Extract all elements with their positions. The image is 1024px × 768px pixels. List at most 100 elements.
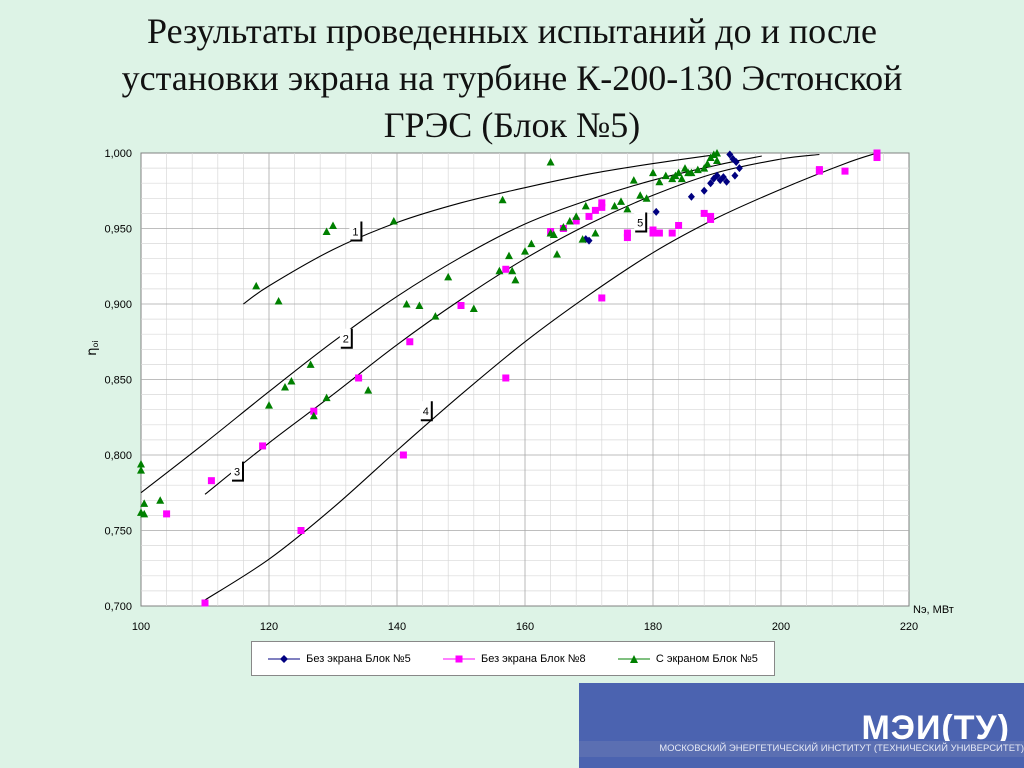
data-point-block5-with-screen <box>549 230 558 239</box>
data-point-block8 <box>873 154 881 162</box>
data-point-block5-with-screen <box>677 174 686 183</box>
data-point-block5-with-screen <box>402 300 411 308</box>
data-point-block5-with-screen <box>629 176 638 184</box>
y-tick-label: 0,900 <box>104 299 132 311</box>
data-point-block5-with-screen <box>329 221 337 229</box>
x-axis-label: Nэ, МВт <box>913 604 954 616</box>
fit-curve-3 <box>204 153 820 495</box>
data-point-block5-with-screen <box>431 312 440 320</box>
data-point-block8 <box>355 374 363 382</box>
x-tick-label: 120 <box>260 621 278 633</box>
x-tick-label: 160 <box>516 621 534 633</box>
data-point-block5-no-screen <box>707 179 715 188</box>
curve-label-text: 1 <box>352 227 358 239</box>
data-point-block5-with-screen <box>581 201 590 210</box>
data-point-block5-with-screen <box>546 158 555 166</box>
curve-label-text: 5 <box>637 217 643 229</box>
data-point-block5-with-screen <box>252 281 261 290</box>
data-point-block8 <box>623 234 631 242</box>
data-point-block5-no-screen <box>723 177 731 186</box>
data-point-block5-with-screen <box>661 171 670 180</box>
fit-curve-1 <box>243 153 718 305</box>
data-point-block5-with-screen <box>498 195 507 204</box>
curve-label-box <box>231 461 243 481</box>
data-point-block5-no-screen <box>735 164 743 173</box>
curve-label-4: 4 <box>419 401 433 422</box>
y-tick-label: 0,750 <box>104 526 132 538</box>
data-point-block5-no-screen <box>731 171 739 180</box>
data-point-block5-with-screen <box>713 149 721 157</box>
data-point-block8 <box>297 527 305 534</box>
data-point-block5-with-screen <box>156 496 165 504</box>
data-point-block5-with-screen <box>389 216 398 225</box>
y-tick-label: 1,000 <box>104 148 132 160</box>
data-point-block5-with-screen <box>137 460 145 468</box>
data-point-block8 <box>598 294 606 302</box>
data-point-block5-with-screen <box>591 229 600 237</box>
curve-labels: 1 2 3 4 5 <box>231 212 648 482</box>
legend-label: Без экрана Блок №5 <box>306 652 411 665</box>
fit-curve-4 <box>204 152 878 601</box>
data-point-block8 <box>707 212 715 220</box>
data-point-block5-with-screen <box>511 275 520 284</box>
data-point-block5-with-screen <box>322 227 331 236</box>
data-point-block8 <box>502 265 510 273</box>
data-point-block5-no-screen <box>713 171 721 180</box>
data-point-block8 <box>572 217 580 225</box>
data-point-block8 <box>163 510 171 518</box>
data-point-block5-no-screen <box>719 173 727 182</box>
y-tick-label: 0,950 <box>104 224 132 236</box>
curve-label-1: 1 <box>349 221 363 242</box>
data-point-block5-with-screen <box>527 239 536 248</box>
data-point-block8 <box>623 229 631 237</box>
data-point-block5-no-screen <box>687 192 695 201</box>
data-point-block5-with-screen <box>140 499 149 507</box>
x-tick-labels: 100 120 140 160 180 200 220 <box>132 621 918 633</box>
data-markers <box>137 149 881 607</box>
data-point-block8 <box>457 302 465 310</box>
x-tick-label: 180 <box>644 621 662 633</box>
y-axis-symbol: η <box>85 347 100 355</box>
curve-label-3: 3 <box>231 461 244 482</box>
curve-label-bracket <box>232 461 244 482</box>
legend-label: Без экрана Блок №8 <box>480 652 586 665</box>
curve-label-text: 4 <box>423 406 429 418</box>
data-point-block5-no-screen <box>732 158 740 167</box>
data-point-block8 <box>700 209 708 217</box>
data-point-block5-with-screen <box>281 383 289 391</box>
data-point-block5-with-screen <box>553 250 561 258</box>
data-point-block5-with-screen <box>700 164 709 172</box>
data-point-block5-with-screen <box>559 222 568 231</box>
data-point-block5-with-screen <box>287 377 296 385</box>
data-point-block5-no-screen <box>726 150 734 159</box>
y-tick-label: 0,700 <box>104 601 132 613</box>
mei-logo: МЭИ(ТУ) <box>861 709 1010 747</box>
grid-major <box>141 153 909 606</box>
data-point-block8 <box>585 212 593 220</box>
legend: Без экрана Блок №5 Без экрана Блок №8 С … <box>251 641 775 676</box>
data-point-block5-no-screen <box>652 207 660 216</box>
x-tick-label: 220 <box>900 621 918 633</box>
data-point-block8 <box>668 229 676 237</box>
curve-label-bracket <box>635 212 648 233</box>
y-axis-label: ηoi <box>85 340 100 355</box>
data-point-block5-with-screen <box>309 411 318 420</box>
data-point-block5-with-screen <box>636 191 645 199</box>
curve-label-box <box>339 328 352 348</box>
data-point-block5-with-screen <box>322 393 331 402</box>
data-point-block5-with-screen <box>364 386 373 394</box>
data-point-block8 <box>201 599 209 607</box>
fit-curves <box>140 152 878 601</box>
data-point-block5-with-screen <box>469 304 478 313</box>
data-point-block8 <box>591 206 599 214</box>
data-point-block8 <box>841 167 849 175</box>
slide-title: Результаты проведенных испытаний до и по… <box>121 11 903 145</box>
data-point-block5-with-screen <box>617 197 625 205</box>
data-point-block8 <box>655 229 663 237</box>
data-point-block8 <box>259 442 267 450</box>
data-point-block5-with-screen <box>713 156 721 165</box>
data-point-block5-with-screen <box>655 177 664 186</box>
institute-name: МОСКОВСКИЙ ЭНЕРГЕТИЧЕСКИЙ ИНСТИТУТ (ТЕХН… <box>579 741 1024 757</box>
legend-item-block8-no-screen: Без экрана Блок №8 <box>442 652 586 665</box>
data-point-block8 <box>649 226 657 234</box>
